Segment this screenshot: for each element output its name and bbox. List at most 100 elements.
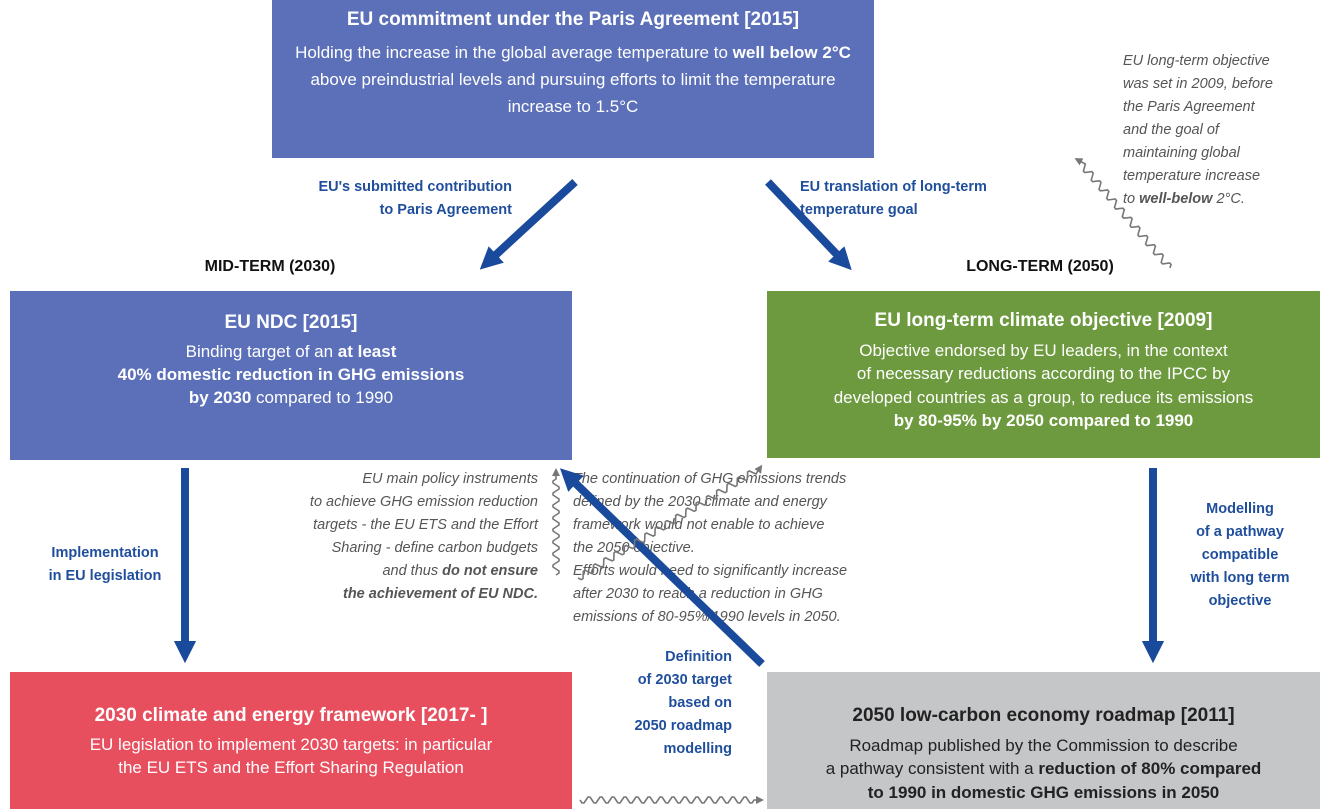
arrow-label: EU's submitted contribution to Paris Agre… [232,176,512,222]
label-line: to Paris Agreement [379,202,512,218]
arrow-label: EU translation of long-term temperature g… [800,176,1080,222]
text-segment: at least [337,342,397,361]
label-line: Implementation [51,545,159,561]
text-line: a pathway consistent with a reduction of… [767,757,1320,781]
wavy-arrow [1074,158,1172,269]
text-segment: Efforts would need to significantly incr… [573,563,848,579]
ndc-box: EU NDC [2015] Binding target of an at lea… [10,291,572,460]
text-segment: Roadmap published by the Commission to d… [849,735,1238,755]
text-line: temperature increase [1123,165,1323,188]
text-segment: and thus [382,563,443,579]
text-line: developed countries as a group, to reduc… [767,386,1320,410]
text-segment: to achieve GHG emission reduction [309,494,538,510]
note: EU long-term objective was set in 2009, b… [1123,50,1323,211]
text-segment: EU long-term objective [1123,53,1270,69]
text-segment: EU main policy instruments [362,471,538,487]
box-title: 2030 climate and energy framework [2017-… [94,705,488,726]
wavy-arrow [577,464,763,581]
objective-box: EU long-term climate objective [2009] Obj… [767,291,1320,458]
text-line: the achievement of EU NDC. [238,583,538,606]
flow-arrows [173,179,1165,667]
label-line: based on [668,695,732,711]
framework-box: 2030 climate and energy framework [2017-… [10,672,572,809]
text-segment: by 2030 [188,388,252,407]
text-line: to well-below 2°C. [1123,188,1323,211]
label-line: EU translation of long-term [800,179,987,195]
text-segment: Objective endorsed by EU leaders, in the… [859,340,1228,360]
wavy-arrow [579,796,764,804]
long-term-label: LONG-TERM (2050) [966,258,1114,275]
text-segment: a pathway consistent with a [825,759,1039,778]
text-segment: well below 2°C [732,43,851,62]
text-line: of necessary reductions according to the… [767,362,1320,386]
label-line: 2050 roadmap [634,718,732,734]
arrow-label: Implementation in EU legislation [20,542,190,588]
text-segment: targets - the EU ETS and the Effort [313,517,538,533]
arrow-label: Definition of 2030 target based on 2050 roa… [600,646,732,761]
note: EU main policy instruments to achieve GHG… [238,468,538,606]
label-line: compatible [1201,547,1279,563]
label-line: modelling [663,741,732,757]
text-segment: to [1123,191,1140,207]
label-line: of a pathway [1196,524,1284,540]
text-segment: Sharing - define carbon budgets [331,540,538,556]
text-segment: of necessary reductions according to the… [856,364,1231,383]
text-line: Binding target of an at least [10,340,572,363]
text-line: framework would not enable to achieve [573,514,913,537]
label-line: Definition [665,649,732,665]
label-line: in EU legislation [48,568,162,584]
text-line: The continuation of GHG emissions trends [573,468,913,491]
text-segment: Holding the increase in the global avera… [295,43,733,62]
text-segment: framework would not enable to achieve [573,517,825,533]
label-line: Modelling [1206,501,1274,517]
label-line: temperature goal [800,202,918,218]
text-segment: reduction of 80% compared [1038,759,1262,778]
box-title: EU NDC [2015] [224,312,358,333]
arrow-label: Modelling of a pathway compatible with long… [1170,498,1310,613]
box-title: EU long-term climate objective [2009] [874,310,1213,331]
text-segment: developed countries as a group, to reduc… [833,387,1254,407]
box-title: 2050 low-carbon economy roadmap [2011] [852,705,1235,726]
paris-box: EU commitment under the Paris Agreement … [272,0,874,158]
text-line: the Paris Agreement [1123,96,1323,119]
text-line: maintaining global [1123,142,1323,165]
wavy-arrow [552,468,560,576]
text-segment: 40% domestic reduction in GHG emissions [117,365,465,384]
text-segment: emissions of 80-95%/1990 levels in 2050. [573,609,841,625]
wavy-arrows [552,158,1172,804]
text-line: by 80-95% by 2050 compared to 1990 [767,409,1320,433]
text-line: Efforts would need to significantly incr… [573,560,913,583]
text-segment: 2°C. [1212,191,1245,207]
text-segment: to 1990 in domestic GHG emissions in 205… [867,782,1220,802]
text-line: above preindustrial levels and pursuing … [272,66,874,93]
text-segment: well-below [1139,191,1213,207]
text-segment: the Paris Agreement [1123,99,1255,115]
text-segment: increase to 1.5°C [507,97,639,116]
text-segment: the EU ETS and the Effort Sharing Regula… [118,758,464,777]
text-line: Objective endorsed by EU leaders, in the… [767,339,1320,363]
label-line: EU's submitted contribution [318,179,512,195]
text-segment: do not ensure [442,563,538,579]
text-line: Sharing - define carbon budgets [238,537,538,560]
mid-term-label: MID-TERM (2030) [204,258,336,275]
text-segment: above preindustrial levels and pursuing … [310,70,836,89]
text-segment: after 2030 to reach a reduction in GHG [573,586,823,602]
text-line: EU legislation to implement 2030 targets… [10,733,572,756]
text-line: targets - the EU ETS and the Effort [238,514,538,537]
roadmap-box: 2050 low-carbon economy roadmap [2011] Ro… [767,672,1320,809]
text-segment: The continuation of GHG emissions trends [573,471,847,487]
text-segment: and the goal of [1123,122,1219,138]
text-line: Roadmap published by the Commission to d… [767,734,1320,758]
text-segment: compared to 1990 [251,388,394,407]
text-segment: Binding target of an [185,342,338,361]
text-line: emissions of 80-95%/1990 levels in 2050. [573,606,913,629]
text-line: increase to 1.5°C [272,93,874,120]
text-segment: maintaining global [1123,145,1240,161]
text-segment: EU legislation to implement 2030 targets… [89,735,493,754]
text-line: and thus do not ensure [238,560,538,583]
text-segment: by 80-95% by 2050 compared to 1990 [893,411,1194,430]
text-line: by 2030 compared to 1990 [10,386,572,409]
text-line: was set in 2009, before [1123,73,1323,96]
